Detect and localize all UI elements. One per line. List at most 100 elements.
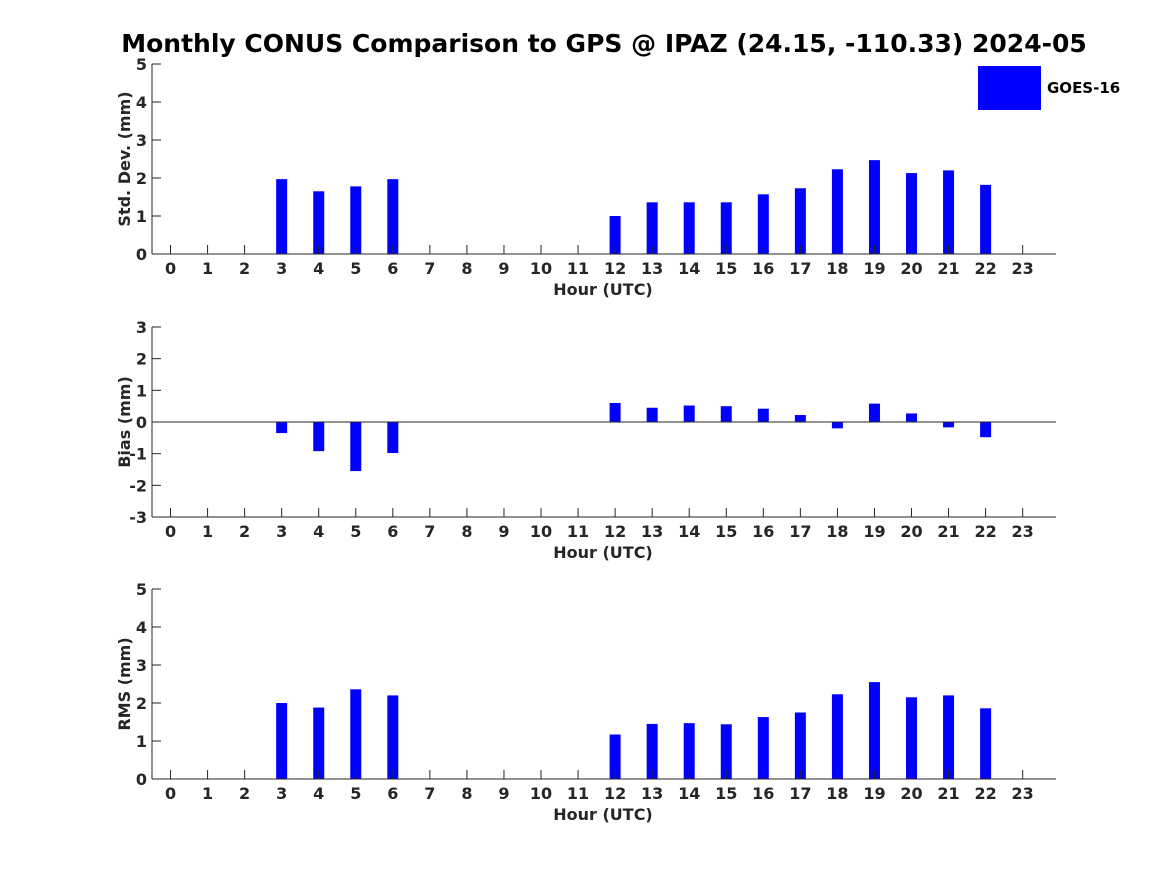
chart-title: Monthly CONUS Comparison to GPS @ IPAZ (… (121, 29, 1087, 58)
x-tick-label-rms-0: 0 (165, 784, 176, 803)
x-tick-label-std-dev-20: 20 (900, 259, 922, 278)
bar-std-dev-17 (794, 188, 806, 254)
bar-std-dev-4 (313, 191, 325, 254)
bar-rms-5 (350, 689, 362, 779)
x-tick-label-rms-21: 21 (937, 784, 959, 803)
panel-std-dev: 0 1 2 3 4 5 6 7 8 9 10 11 12 13 14 15 16 17 18 19 20 21 22 2301… (115, 55, 1056, 299)
x-tick-label-bias-23: 23 (1012, 522, 1034, 541)
y-tick-label-rms-4: 4 (136, 618, 147, 637)
x-tick-label-bias-8: 8 (461, 522, 472, 541)
x-tick-label-std-dev-11: 11 (567, 259, 589, 278)
x-tick-label-std-dev-23: 23 (1012, 259, 1034, 278)
x-tick-label-rms-17: 17 (789, 784, 811, 803)
y-tick-label-std-dev-5: 5 (136, 55, 147, 74)
x-tick-label-rms-6: 6 (387, 784, 398, 803)
x-tick-label-rms-18: 18 (826, 784, 848, 803)
bar-rms-18 (831, 694, 843, 779)
x-tick-label-bias-1: 1 (202, 522, 213, 541)
x-tick-label-std-dev-0: 0 (165, 259, 176, 278)
bar-rms-3 (276, 703, 288, 779)
x-tick-label-rms-16: 16 (752, 784, 774, 803)
x-tick-label-bias-10: 10 (530, 522, 552, 541)
x-tick-label-rms-5: 5 (350, 784, 361, 803)
x-tick-label-rms-22: 22 (974, 784, 996, 803)
bar-bias-20 (906, 413, 918, 422)
legend-swatch (978, 66, 1041, 110)
x-tick-label-std-dev-2: 2 (239, 259, 250, 278)
bar-std-dev-18 (831, 169, 843, 254)
x-tick-label-rms-2: 2 (239, 784, 250, 803)
bar-bias-12 (609, 403, 621, 422)
bar-rms-4 (313, 707, 325, 779)
y-tick-label-rms-5: 5 (136, 580, 147, 599)
x-tick-label-bias-22: 22 (974, 522, 996, 541)
chart-panels: 0 1 2 3 4 5 6 7 8 9 10 11 12 13 14 15 16 17 18 19 20 21 22 2301… (115, 55, 1056, 824)
panel-rms: 0 1 2 3 4 5 6 7 8 9 10 11 12 13 14 15 16 17 18 19 20 21 22 2301… (115, 580, 1056, 824)
x-tick-label-bias-7: 7 (424, 522, 435, 541)
bar-std-dev-13 (646, 202, 658, 254)
y-tick-label-rms-3: 3 (136, 656, 147, 675)
x-tick-label-std-dev-18: 18 (826, 259, 848, 278)
bar-rms-12 (609, 734, 621, 779)
y-tick-label-bias-0: 0 (136, 413, 147, 432)
x-tick-label-rms-3: 3 (276, 784, 287, 803)
x-tick-label-rms-8: 8 (461, 784, 472, 803)
x-tick-label-bias-19: 19 (863, 522, 885, 541)
x-tick-label-std-dev-16: 16 (752, 259, 774, 278)
x-tick-label-rms-23: 23 (1012, 784, 1034, 803)
x-tick-label-std-dev-5: 5 (350, 259, 361, 278)
bar-bias-16 (757, 408, 769, 422)
bar-std-dev-6 (387, 179, 399, 254)
y-tick-label-std-dev-1: 1 (136, 207, 147, 226)
x-tick-label-std-dev-6: 6 (387, 259, 398, 278)
x-axis-label-bias: Hour (UTC) (553, 543, 653, 562)
x-tick-label-bias-17: 17 (789, 522, 811, 541)
bar-std-dev-3 (276, 179, 288, 254)
y-tick-label-std-dev-3: 3 (136, 131, 147, 150)
x-tick-label-rms-1: 1 (202, 784, 213, 803)
x-tick-label-bias-9: 9 (498, 522, 509, 541)
x-tick-label-bias-5: 5 (350, 522, 361, 541)
bar-std-dev-5 (350, 186, 362, 254)
x-tick-label-bias-0: 0 (165, 522, 176, 541)
bar-rms-17 (794, 712, 806, 779)
x-tick-label-rms-13: 13 (641, 784, 663, 803)
x-tick-label-std-dev-14: 14 (678, 259, 700, 278)
x-axis-label-rms: Hour (UTC) (553, 805, 653, 824)
bar-bias-13 (646, 407, 658, 422)
y-tick-label-bias-2: 2 (136, 350, 147, 369)
x-tick-label-bias-11: 11 (567, 522, 589, 541)
x-tick-label-bias-2: 2 (239, 522, 250, 541)
x-tick-label-std-dev-1: 1 (202, 259, 213, 278)
x-tick-label-rms-7: 7 (424, 784, 435, 803)
bar-rms-20 (906, 697, 918, 779)
x-tick-label-rms-12: 12 (604, 784, 626, 803)
y-tick-label-std-dev-0: 0 (136, 245, 147, 264)
x-tick-label-rms-9: 9 (498, 784, 509, 803)
bar-std-dev-16 (757, 194, 769, 254)
bar-rms-22 (980, 708, 992, 779)
legend-label: GOES-16 (1047, 79, 1120, 97)
bar-std-dev-22 (980, 184, 992, 254)
x-tick-label-rms-10: 10 (530, 784, 552, 803)
x-tick-label-bias-6: 6 (387, 522, 398, 541)
y-tick-label-bias-3: 3 (136, 318, 147, 337)
x-tick-label-bias-3: 3 (276, 522, 287, 541)
bar-bias-14 (683, 405, 695, 422)
y-axis-label-bias: Bias (mm) (115, 376, 134, 468)
x-tick-label-rms-4: 4 (313, 784, 324, 803)
bar-bias-22 (980, 422, 992, 438)
bar-std-dev-21 (943, 170, 955, 254)
x-tick-label-rms-19: 19 (863, 784, 885, 803)
y-tick-label-bias--3: -3 (129, 508, 147, 527)
x-tick-label-std-dev-9: 9 (498, 259, 509, 278)
bar-bias-5 (350, 422, 362, 472)
x-tick-label-std-dev-4: 4 (313, 259, 324, 278)
bar-bias-19 (868, 403, 880, 422)
y-tick-label-std-dev-4: 4 (136, 93, 147, 112)
x-tick-label-std-dev-12: 12 (604, 259, 626, 278)
bar-rms-14 (683, 723, 695, 779)
x-tick-label-std-dev-21: 21 (937, 259, 959, 278)
bar-rms-21 (943, 695, 955, 779)
